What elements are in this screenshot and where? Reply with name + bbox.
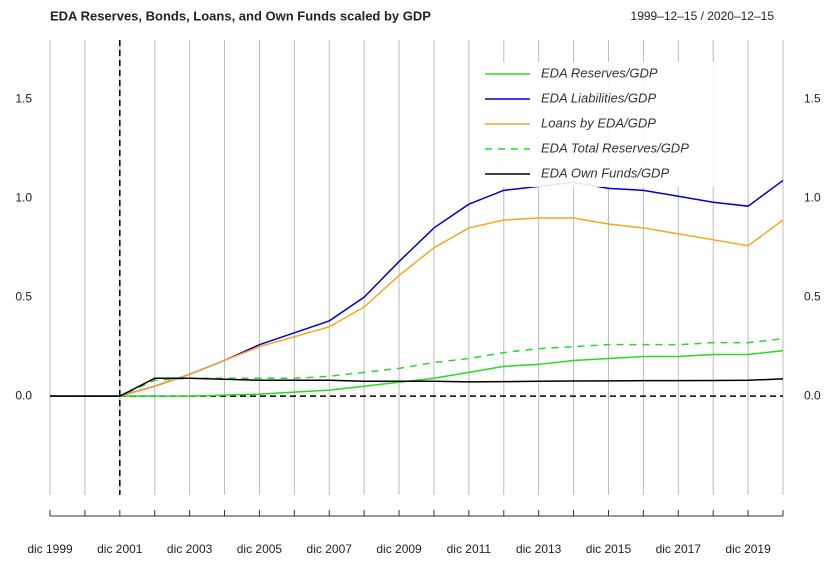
y-tick-label: 0.0 — [15, 388, 32, 402]
legend-label: Loans by EDA/GDP — [541, 115, 656, 130]
legend-label: EDA Own Funds/GDP — [541, 165, 669, 180]
x-tick-label: dic 2015 — [586, 542, 632, 556]
x-tick-label: dic 2007 — [307, 542, 353, 556]
x-tick-label: dic 2011 — [447, 542, 492, 556]
x-tick-label: dic 2019 — [725, 542, 771, 556]
legend-label: EDA Reserves/GDP — [541, 65, 658, 80]
x-tick-label: dic 2005 — [237, 542, 283, 556]
y-tick-label: 0.5 — [15, 289, 32, 303]
y-tick-label-right: 1.5 — [804, 92, 821, 106]
y-tick-label-right: 1.0 — [804, 190, 821, 204]
x-tick-label: dic 1999 — [27, 542, 73, 556]
series-line — [50, 217, 784, 397]
x-tick-label: dic 2001 — [97, 542, 143, 556]
y-tick-label-right: 0.5 — [804, 289, 821, 303]
y-tick-label: 1.0 — [15, 190, 32, 204]
legend-label: EDA Total Reserves/GDP — [541, 140, 689, 155]
x-tick-label: dic 2017 — [656, 542, 702, 556]
series-line — [50, 349, 784, 397]
legend-label: EDA Liabilities/GDP — [541, 90, 656, 105]
chart-title: EDA Reserves, Bonds, Loans, and Own Fund… — [50, 8, 431, 23]
y-tick-label-right: 0.0 — [804, 388, 821, 402]
series-line — [50, 337, 784, 397]
series-line — [50, 179, 784, 397]
x-tick-label: dic 2003 — [167, 542, 213, 556]
series-line — [50, 377, 784, 397]
y-tick-label: 1.5 — [15, 92, 32, 106]
x-tick-label: dic 2009 — [376, 542, 422, 556]
date-range: 1999–12–15 / 2020–12–15 — [631, 9, 775, 23]
x-tick-label: dic 2013 — [516, 542, 562, 556]
